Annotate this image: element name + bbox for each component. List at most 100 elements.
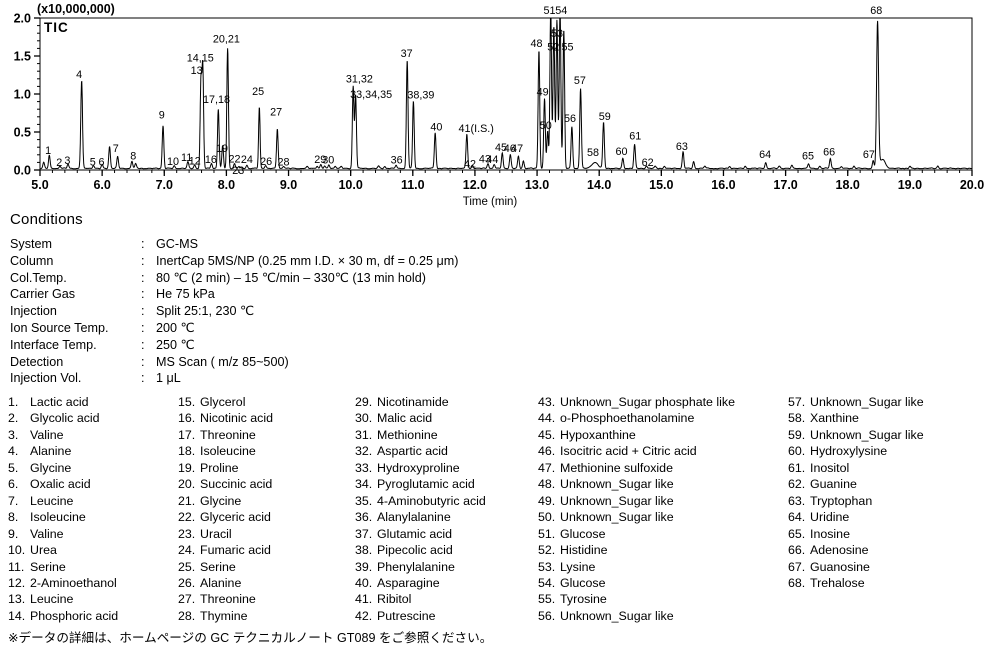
compound-name: Pyroglutamic acid bbox=[377, 477, 475, 492]
x-tick-label: 20.0 bbox=[960, 178, 984, 192]
peak-label-53: 53 bbox=[551, 28, 563, 40]
compound-number: 12. bbox=[8, 575, 26, 590]
compound-item: 9. Valine bbox=[8, 526, 118, 542]
compound-number: 62. bbox=[788, 477, 806, 492]
peak-label-12: 12 bbox=[189, 155, 201, 167]
peak-label-16: 16 bbox=[205, 154, 217, 166]
compound-item: 35. 4-Aminobutyric acid bbox=[355, 493, 486, 509]
condition-separator: : bbox=[141, 253, 145, 268]
compound-number: 20. bbox=[178, 477, 196, 492]
compound-column: 29. Nicotinamide 30. Malic acid 31. Methionin… bbox=[355, 394, 486, 624]
peak-label-41-I-S-: 41(I.S.) bbox=[458, 123, 493, 135]
compound-item: 6. Oxalic acid bbox=[8, 476, 118, 492]
compound-list: 1. Lactic acid 2. Glycolic acid 3. Valine 4. Al… bbox=[0, 394, 987, 628]
compound-name: Glycerol bbox=[200, 395, 246, 409]
conditions-section: Conditions System: GC-MS Column: InertCap 5… bbox=[10, 211, 458, 387]
x-tick-label: 13.0 bbox=[525, 178, 549, 192]
compound-number: 41. bbox=[355, 592, 373, 607]
compound-item: 54. Glucose bbox=[538, 575, 735, 591]
x-axis-title: Time (min) bbox=[463, 196, 518, 208]
compound-item: 51. Glucose bbox=[538, 526, 735, 542]
compound-number: 64. bbox=[788, 510, 806, 525]
y-tick-label: 1.0 bbox=[14, 88, 31, 102]
compound-name: Hydroxylysine bbox=[810, 444, 888, 459]
compound-name: Inosine bbox=[810, 526, 850, 541]
compound-name: Leucine bbox=[30, 493, 74, 508]
compound-item: 32. Aspartic acid bbox=[355, 443, 486, 459]
peak-label-33-34-35: 33,34,35 bbox=[350, 89, 392, 101]
peak-label-28: 28 bbox=[278, 156, 290, 168]
compound-number: 22. bbox=[178, 510, 196, 525]
peak-label-14-15: 14,15 bbox=[187, 52, 214, 64]
compound-name: Histidine bbox=[560, 543, 608, 558]
compound-name: Ribitol bbox=[377, 592, 412, 607]
compound-item: 39. Phenylalanine bbox=[355, 559, 486, 575]
compound-number: 45. bbox=[538, 427, 556, 442]
compound-name: Threonine bbox=[200, 427, 256, 442]
compound-name: Isoleucine bbox=[200, 444, 256, 459]
tic-chromatogram: 0.00.51.01.52.05.0 6.0 7.0 8.0 9.0 10.0 11.0 12… bbox=[14, 2, 985, 208]
compound-number: 23. bbox=[178, 526, 196, 541]
compound-item: 1. Lactic acid bbox=[8, 394, 118, 410]
x-tick-label: 11.0 bbox=[401, 178, 425, 192]
x-tick-label: 12.0 bbox=[463, 178, 487, 192]
compound-item: 40. Asparagine bbox=[355, 575, 486, 591]
compound-item: 47. Methionine sulfoxide bbox=[538, 460, 735, 476]
condition-row: Carrier Gas: He 75 kPa bbox=[10, 286, 458, 303]
compound-name: Putrescine bbox=[377, 608, 436, 623]
compound-item: 57. Unknown_Sugar like bbox=[788, 394, 924, 410]
peak-label-26: 26 bbox=[260, 156, 272, 168]
x-tick-label: 6.0 bbox=[93, 178, 110, 192]
compound-item: 33. Hydroxyproline bbox=[355, 460, 486, 476]
compound-item: 48. Unknown_Sugar like bbox=[538, 476, 735, 492]
y-tick-label: 0.0 bbox=[14, 164, 31, 178]
compound-name: Serine bbox=[200, 559, 236, 574]
compound-number: 7. bbox=[8, 493, 19, 508]
condition-label: Injection bbox=[10, 304, 57, 319]
compound-item: 2. Glycolic acid bbox=[8, 410, 118, 426]
condition-row: Detection: MS Scan ( m/z 85~500) bbox=[10, 354, 458, 371]
footnote: ※データの詳細は、ホームページの GC テクニカルノート GT089 をご参照く… bbox=[8, 631, 493, 645]
compound-number: 19. bbox=[178, 460, 196, 475]
peak-label-27: 27 bbox=[270, 106, 282, 118]
compound-name: Tryptophan bbox=[810, 493, 873, 508]
x-tick-label: 14.0 bbox=[587, 178, 611, 192]
compound-item: 67. Guanosine bbox=[788, 559, 924, 575]
compound-name: Phenylalanine bbox=[377, 559, 455, 574]
compound-number: 40. bbox=[355, 575, 373, 590]
peak-label-10: 10 bbox=[167, 156, 179, 168]
compound-item: 19. Proline bbox=[178, 460, 273, 476]
compound-number: 46. bbox=[538, 444, 556, 459]
peak-label-37: 37 bbox=[401, 48, 413, 60]
x-tick-label: 9.0 bbox=[280, 178, 297, 192]
peak-label-13: 13 bbox=[191, 65, 203, 77]
compound-number: 27. bbox=[178, 592, 196, 607]
compound-name: Trehalose bbox=[810, 575, 865, 590]
compound-item: 3. Valine bbox=[8, 427, 118, 443]
compound-item: 18. Isoleucine bbox=[178, 443, 273, 459]
compound-item: 37. Glutamic acid bbox=[355, 526, 486, 542]
compound-item: 53. Lysine bbox=[538, 559, 735, 575]
peak-label-43: 43 bbox=[479, 153, 491, 165]
compound-name: Oxalic acid bbox=[30, 477, 91, 492]
compound-name: Isoleucine bbox=[30, 510, 86, 525]
y-tick-label: 2.0 bbox=[14, 12, 31, 26]
peak-label-50: 50 bbox=[540, 120, 552, 132]
condition-value: He 75 kPa bbox=[156, 287, 215, 302]
peak-label-67: 67 bbox=[863, 149, 875, 161]
condition-value: Split 25:1, 230 ℃ bbox=[156, 304, 255, 319]
compound-item: 27. Threonine bbox=[178, 591, 273, 607]
peak-label-1: 1 bbox=[45, 145, 51, 157]
compound-name: Adenosine bbox=[810, 543, 869, 558]
compound-number: 32. bbox=[355, 444, 373, 459]
peak-label-22: 22 bbox=[228, 153, 240, 165]
compound-item: 23. Uracil bbox=[178, 526, 273, 542]
compound-item: 16. Nicotinic acid bbox=[178, 410, 273, 426]
peak-label-2: 2 bbox=[56, 157, 62, 169]
peak-label-11: 11 bbox=[181, 152, 192, 164]
condition-label: Injection Vol. bbox=[10, 371, 82, 386]
x-tick-label: 17.0 bbox=[773, 178, 797, 192]
peak-label-5: 5 bbox=[90, 156, 96, 168]
compound-number: 9. bbox=[8, 526, 19, 541]
